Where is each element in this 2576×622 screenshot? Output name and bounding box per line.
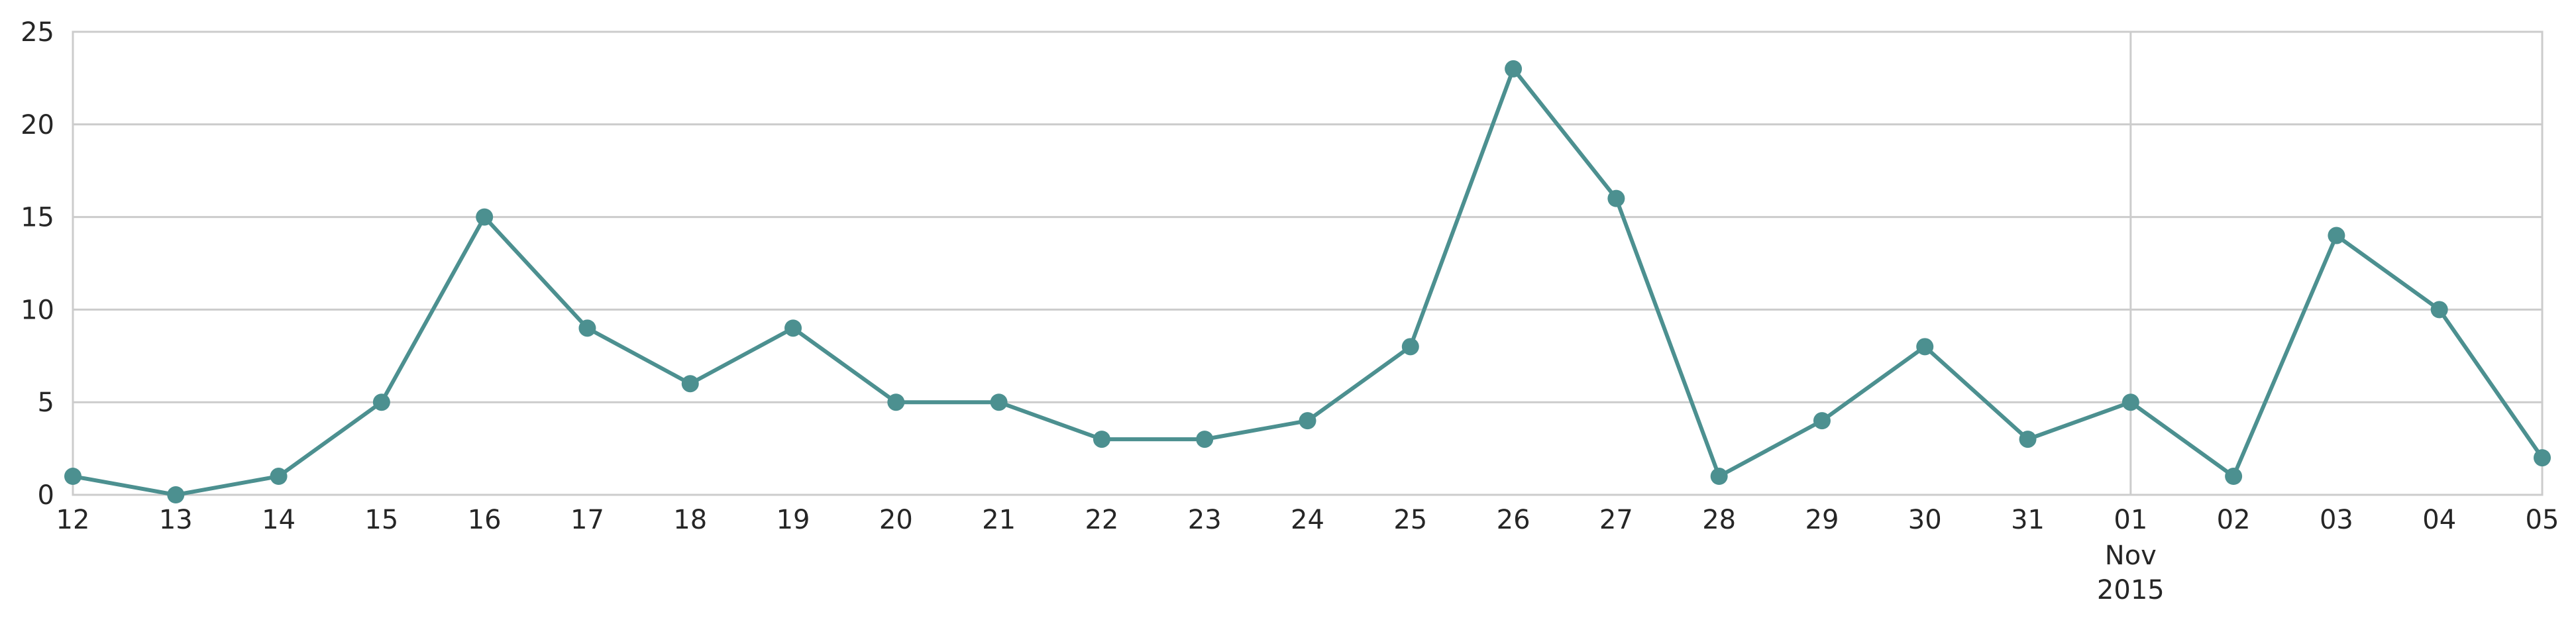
x-tick-label: 25 — [1393, 505, 1427, 535]
data-point-2015-10-22 — [1093, 431, 1110, 448]
x-tick-label: 13 — [159, 505, 193, 535]
x-tick-label: 21 — [982, 505, 1016, 535]
x-tick-label: 04 — [2422, 505, 2456, 535]
data-point-2015-10-20 — [887, 393, 905, 411]
x-tick-label: 01 — [2114, 505, 2147, 535]
data-point-2015-10-31 — [2019, 431, 2037, 448]
x-tick-label: 29 — [1805, 505, 1839, 535]
data-point-2015-10-29 — [1813, 412, 1831, 430]
x-tick-label: 19 — [777, 505, 810, 535]
x-tick-label: 17 — [570, 505, 604, 535]
data-point-2015-10-26 — [1505, 60, 1523, 78]
y-tick-label: 5 — [38, 388, 54, 418]
x-tick-label: 23 — [1188, 505, 1222, 535]
plot-frame — [72, 30, 2544, 496]
data-point-2015-10-24 — [1299, 412, 1316, 430]
x-tick-label: 28 — [1702, 505, 1736, 535]
y-axis-tick-labels: 0 5 10 15 20 25 — [21, 17, 54, 511]
x-tick-label: 26 — [1497, 505, 1530, 535]
y-tick-label: 20 — [21, 110, 54, 140]
data-point-2015-11-04 — [2430, 301, 2448, 319]
y-tick-label: 15 — [21, 203, 54, 233]
y-tick-label: 25 — [21, 17, 54, 48]
data-point-2015-10-19 — [784, 319, 802, 337]
x-tick-label: 02 — [2217, 505, 2251, 535]
x-tick-label: 16 — [468, 505, 502, 535]
x-axis-tick-labels: 12 13 14 15 16 17 18 19 20 21 22 23 24 25 26 27 28 29 30 31… — [56, 505, 2559, 605]
x-tick-label: 03 — [2320, 505, 2353, 535]
data-point-2015-10-28 — [1710, 468, 1728, 486]
x-tick-year-label: 2015 — [2097, 575, 2165, 605]
x-tick-month-label: Nov — [2105, 541, 2157, 571]
y-tick-label: 0 — [38, 480, 54, 511]
data-point-2015-10-30 — [1916, 338, 1934, 356]
x-tick-label: 18 — [673, 505, 707, 535]
x-tick-label: 22 — [1085, 505, 1118, 535]
x-tick-label: 27 — [1599, 505, 1633, 535]
data-point-2015-10-18 — [681, 375, 699, 393]
x-tick-label: 14 — [262, 505, 295, 535]
data-point-2015-10-15 — [372, 393, 390, 411]
x-tick-label: 05 — [2526, 505, 2559, 535]
data-point-2015-10-27 — [1607, 189, 1625, 207]
data-point-2015-10-13 — [167, 486, 185, 503]
data-point-2015-10-14 — [270, 468, 288, 486]
data-point-2015-11-02 — [2225, 468, 2243, 486]
data-point-2015-10-17 — [578, 319, 596, 337]
x-tick-label: 15 — [364, 505, 398, 535]
data-point-2015-11-01 — [2121, 393, 2139, 411]
x-tick-label: 20 — [879, 505, 913, 535]
x-tick-label: 24 — [1291, 505, 1324, 535]
data-point-2015-10-16 — [476, 208, 494, 226]
data-point-2015-10-21 — [990, 393, 1008, 411]
data-point-2015-11-03 — [2328, 227, 2345, 244]
x-tick-label: 30 — [1908, 505, 1942, 535]
series-line — [71, 66, 2544, 497]
y-tick-label: 10 — [21, 295, 54, 325]
data-point-2015-10-12 — [64, 468, 81, 486]
x-tick-label: 12 — [56, 505, 90, 535]
x-tick-label: 31 — [2011, 505, 2045, 535]
data-point-2015-10-25 — [1401, 338, 1419, 356]
series-layer — [64, 60, 2551, 503]
data-point-2015-10-23 — [1196, 431, 1214, 448]
data-point-2015-11-05 — [2534, 449, 2551, 467]
